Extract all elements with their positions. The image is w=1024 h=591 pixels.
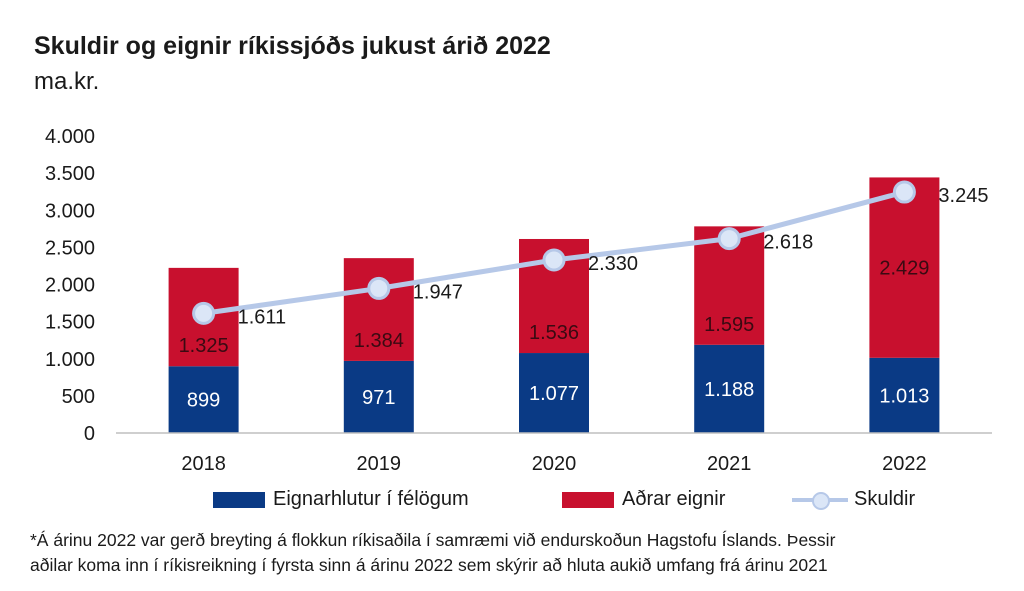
x-tick-label: 2020 xyxy=(532,453,577,475)
line-value-label: 3.245 xyxy=(938,185,988,207)
legend-label-skuldir: Skuldir xyxy=(854,488,916,510)
bar-value-label: 1.595 xyxy=(704,314,754,336)
y-tick-label: 2.000 xyxy=(45,275,95,297)
y-tick-label: 4.000 xyxy=(45,126,95,148)
line-value-label: 1.947 xyxy=(413,281,463,303)
y-tick-label: 3.500 xyxy=(45,163,95,185)
y-axis: 0 500 1.000 1.500 2.000 2.500 3.000 3.500 4.000 xyxy=(45,126,95,445)
bar-eignarhlutur xyxy=(343,360,414,433)
skuldir-point xyxy=(367,276,391,300)
bar-value-label: 971 xyxy=(362,387,395,409)
bar-value-label: 899 xyxy=(187,390,220,412)
bar-eignarhlutur xyxy=(694,344,765,433)
bar-value-label: 1.077 xyxy=(529,383,579,405)
y-tick-label: 3.000 xyxy=(45,200,95,222)
stacked-bar-line-chart: 05001.0001.5002.0002.5003.0003.5004.000 … xyxy=(45,126,992,475)
bar-value-label: 1.536 xyxy=(529,322,579,344)
bar-adrar-eignir xyxy=(869,177,940,358)
bar-value-label: 2.429 xyxy=(879,258,929,280)
bar-value-label: 1.325 xyxy=(179,335,229,357)
legend: Eignarhlutur í félögum Aðrar eignir Skul… xyxy=(0,488,1024,516)
line-series xyxy=(192,180,916,325)
legend-swatch-eignarhlutur xyxy=(213,491,265,508)
line-value-label: 1.611 xyxy=(238,306,287,328)
x-tick-label: 2021 xyxy=(707,453,752,475)
x-tick-label: 2019 xyxy=(357,453,402,475)
bar-eignarhlutur xyxy=(869,357,940,433)
y-tick-label: 1.000 xyxy=(45,349,95,371)
line-value-label: 2.618 xyxy=(763,232,813,254)
bar-eignarhlutur xyxy=(519,353,589,433)
legend-label-eignarhlutur: Eignarhlutur í félögum xyxy=(273,488,469,510)
skuldir-point xyxy=(717,227,741,251)
legend-swatch-adrar-eignir xyxy=(562,491,614,508)
legend-item-skuldir: Skuldir xyxy=(792,488,915,511)
skuldir-point xyxy=(542,248,566,272)
bar-adrar-eignir xyxy=(343,258,414,361)
legend-item-adrar-eignir: Aðrar eignir xyxy=(562,488,725,511)
y-tick-label: 2.500 xyxy=(45,237,95,259)
bar-value-label: 1.188 xyxy=(704,379,754,401)
legend-label-adrar-eignir: Aðrar eignir xyxy=(622,488,726,510)
legend-swatch-skuldir xyxy=(792,491,848,510)
footnote-line-2: aðilar koma inn í ríkisreikning í fyrsta… xyxy=(30,555,828,575)
footnote-line-1: *Á árinu 2022 var gerð breyting á flokku… xyxy=(30,530,836,550)
data-labels: 899 1.325 971 1.384 1.077 1.536 1.188 1.595 1.01… xyxy=(179,185,989,412)
x-tick-label: 2022 xyxy=(882,453,927,475)
y-tick-label: 0 xyxy=(84,423,95,445)
skuldir-point xyxy=(192,301,216,325)
y-tick-label: 500 xyxy=(62,386,95,408)
bar-value-label: 1.013 xyxy=(879,385,929,407)
legend-item-eignarhlutur: Eignarhlutur í félögum xyxy=(213,488,469,511)
chart-title: Skuldir og eignir ríkissjóðs jukust árið… xyxy=(34,32,551,60)
y-tick-label: 1.500 xyxy=(45,312,95,334)
bars xyxy=(168,177,940,433)
line-value-label: 2.330 xyxy=(588,253,638,275)
skuldir-point xyxy=(892,180,916,204)
bar-value-label: 1.384 xyxy=(354,330,404,352)
x-tick-label: 2018 xyxy=(181,453,226,475)
bar-eignarhlutur xyxy=(168,366,239,433)
footnote: *Á árinu 2022 var gerð breyting á flokku… xyxy=(30,528,1000,578)
chart-unit-label: ma.kr. xyxy=(34,68,100,95)
x-axis: 2018 2019 2020 2021 2022 xyxy=(181,453,926,475)
